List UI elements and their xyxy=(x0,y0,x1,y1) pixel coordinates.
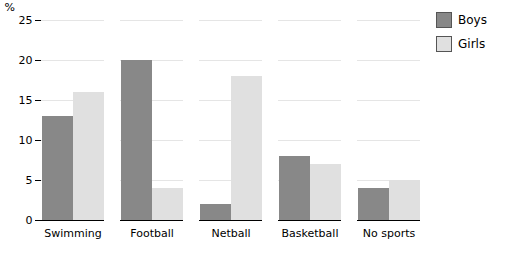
svg-text:5: 5 xyxy=(26,174,33,187)
svg-text:Basketball: Basketball xyxy=(282,227,339,240)
svg-text:0: 0 xyxy=(26,214,33,227)
svg-text:20: 20 xyxy=(19,54,33,67)
svg-text:10: 10 xyxy=(19,134,33,147)
svg-text:25: 25 xyxy=(19,14,33,27)
html-text:Girls: Girls xyxy=(458,37,486,51)
svg-text:%: % xyxy=(5,1,15,14)
svg-text:Swimming: Swimming xyxy=(44,227,101,240)
svg-text:Netball: Netball xyxy=(211,227,250,240)
html-text:Boys: Boys xyxy=(458,13,487,27)
svg-text:Football: Football xyxy=(130,227,174,240)
svg-text:No sports: No sports xyxy=(363,227,416,240)
svg-text:15: 15 xyxy=(19,94,33,107)
